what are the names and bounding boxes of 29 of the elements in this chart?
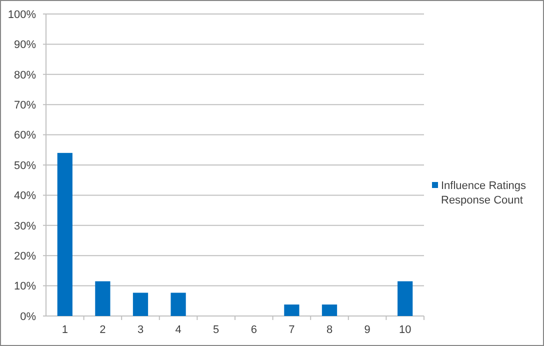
x-tick-label: 5 [213,324,220,336]
bar [132,292,148,316]
y-tick-label: 100% [8,8,36,21]
x-tick-label: 9 [364,324,370,336]
bar [57,152,72,316]
x-tick-label: 10 [398,324,412,336]
x-tick-label: 7 [288,324,295,336]
y-tick-label: 10% [14,280,36,293]
x-tick-label: 2 [100,324,106,336]
y-tick-label: 30% [14,220,36,232]
legend-label: Influence Ratings Response Count [441,180,526,206]
y-tick-label: 90% [14,39,36,52]
x-tick-label: 4 [175,324,182,336]
y-tick-label: 50% [14,160,36,172]
y-tick-label: 80% [14,69,36,82]
x-tick-label: 8 [326,324,333,336]
bar [322,304,338,316]
x-tick-label: 3 [137,324,144,336]
y-tick-label: 0% [20,310,36,323]
y-tick-label: 70% [14,99,36,112]
y-tick-label: 60% [14,130,36,142]
bar [398,281,413,316]
y-tick-label: 20% [14,250,36,262]
bar [170,292,186,316]
bar [95,281,110,316]
bar [284,304,300,316]
y-tick-label: 40% [14,190,36,202]
x-tick-label: 6 [250,324,257,336]
x-tick-label: 1 [62,324,68,336]
